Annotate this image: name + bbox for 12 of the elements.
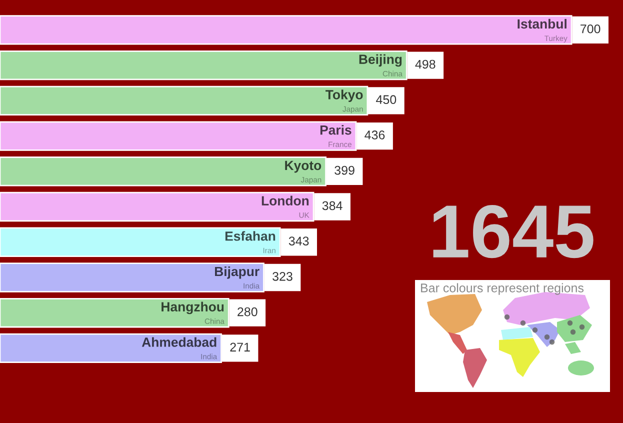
annotation: 1645 [433,205,594,258]
data-label: 436 [364,130,385,140]
annotation: Bar colours represent regions [421,283,584,295]
data-label: 700 [580,24,600,34]
data-label: 450 [376,95,396,104]
data-label: 323 [272,272,292,281]
data-label: 399 [334,166,354,175]
data-label: 271 [230,342,250,352]
data-label: 384 [322,201,342,210]
data-label: 498 [415,60,436,69]
data-label: 280 [238,307,258,316]
data-label: 343 [288,236,309,246]
